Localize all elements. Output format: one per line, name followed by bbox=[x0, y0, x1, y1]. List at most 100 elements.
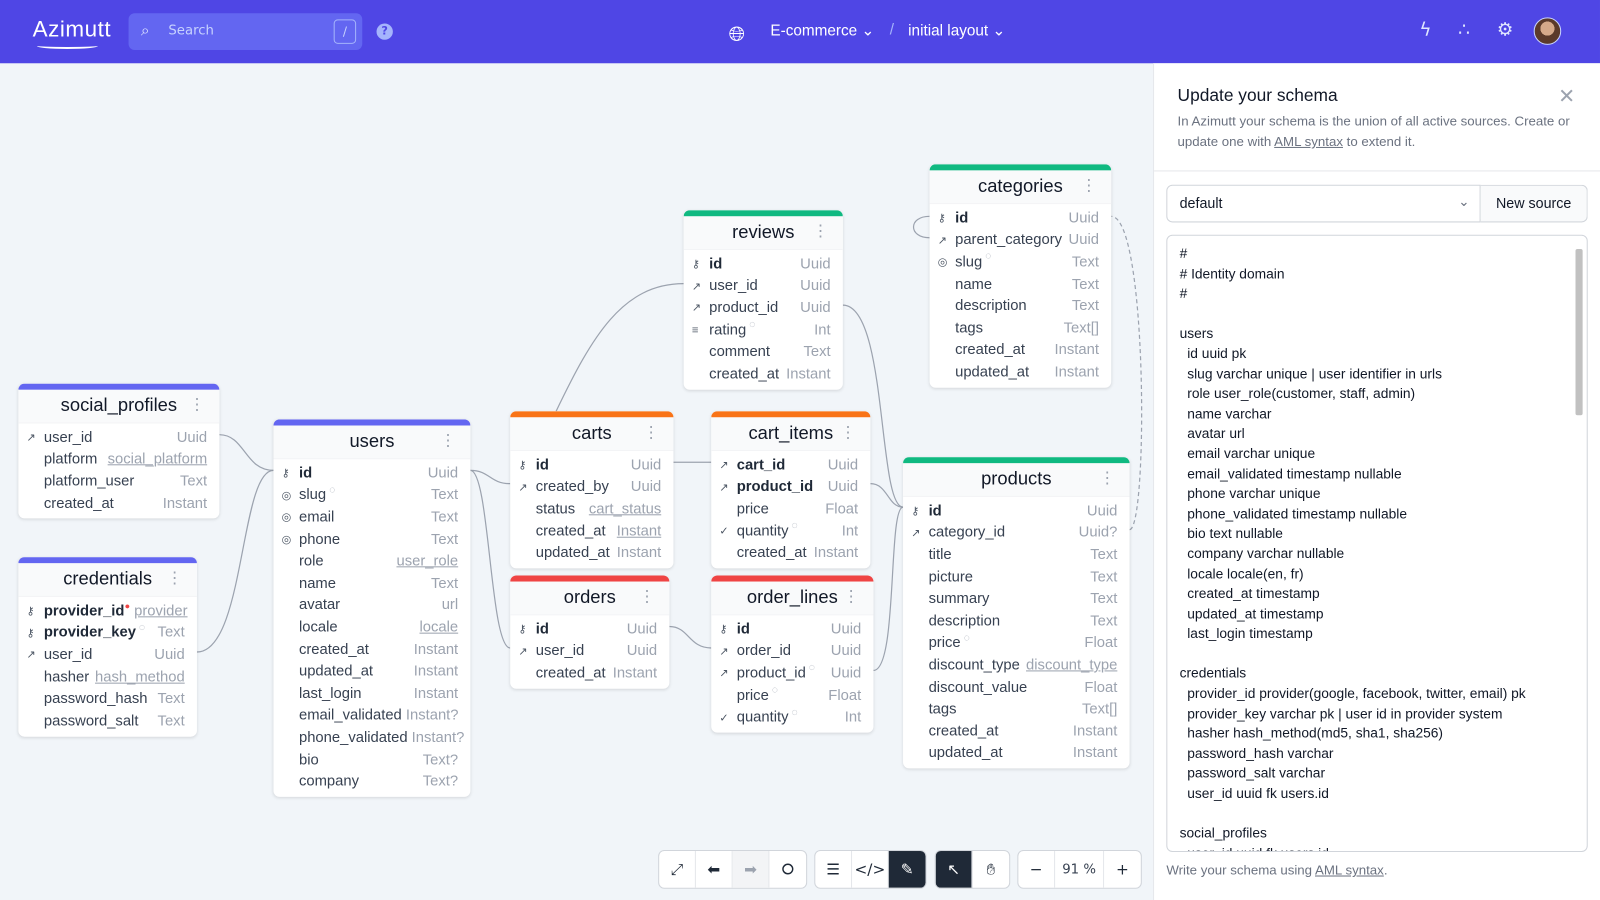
table-header[interactable]: users ⋮ bbox=[273, 425, 471, 460]
column-row[interactable]: created_at Instant bbox=[18, 493, 219, 515]
column-row[interactable]: ⚷ id Uuid bbox=[510, 618, 669, 640]
column-row[interactable]: password_salt Text bbox=[18, 710, 197, 732]
column-row[interactable]: ✓ quantity ◌ Int bbox=[711, 520, 870, 542]
column-row[interactable]: password_hash Text bbox=[18, 688, 197, 710]
column-row[interactable]: comment Text bbox=[684, 341, 843, 363]
column-row[interactable]: price ◌ Float bbox=[903, 632, 1130, 654]
undo-button[interactable]: ⬅︎ bbox=[696, 851, 733, 888]
column-row[interactable]: created_at Instant bbox=[903, 720, 1130, 742]
zoom-in-button[interactable]: + bbox=[1116, 860, 1129, 879]
column-row[interactable]: price ◌ Float bbox=[711, 684, 873, 706]
source-select[interactable]: default ⌄ bbox=[1166, 184, 1481, 223]
column-row[interactable]: ⚷ provider_key ◌ Text bbox=[18, 622, 197, 644]
column-type[interactable]: discount_type bbox=[1026, 657, 1118, 674]
column-row[interactable]: summary Text bbox=[903, 588, 1130, 610]
table-order-lines[interactable]: order_lines ⋮ ⚷ id Uuid ↗ order_id Uuid ↗… bbox=[711, 575, 874, 733]
edit-schema-button[interactable]: ✎ bbox=[888, 851, 926, 888]
column-row[interactable]: ↗ category_id Uuid? bbox=[903, 522, 1130, 544]
column-row[interactable]: ✓ quantity ◌ Int bbox=[711, 706, 873, 728]
column-row[interactable]: updated_at Instant bbox=[273, 661, 470, 683]
column-row[interactable]: ≡ rating ◌ Int bbox=[684, 319, 843, 341]
column-row[interactable]: tags Text[] bbox=[930, 317, 1112, 339]
select-mode-button[interactable]: ↖ bbox=[935, 851, 973, 888]
column-row[interactable]: created_at Instant bbox=[684, 363, 843, 385]
column-row[interactable]: created_at Instant bbox=[273, 639, 470, 661]
column-row[interactable]: discount_type discount_type bbox=[903, 654, 1130, 676]
column-row[interactable]: ↗ user_id Uuid bbox=[510, 640, 669, 662]
column-row[interactable]: ↗ product_id Uuid bbox=[711, 476, 870, 498]
table-menu-icon[interactable]: ⋮ bbox=[1098, 470, 1116, 488]
column-row[interactable]: ↗ product_id Uuid bbox=[684, 297, 843, 319]
table-menu-icon[interactable]: ⋮ bbox=[439, 432, 457, 450]
column-row[interactable]: ↗ parent_category Uuid bbox=[930, 229, 1112, 251]
column-row[interactable]: description Text bbox=[930, 295, 1112, 317]
table-header[interactable]: categories ⋮ bbox=[929, 170, 1112, 205]
hand-mode-button[interactable]: ✋︎ bbox=[986, 860, 996, 879]
share-icon[interactable]: ∴ bbox=[1458, 19, 1470, 41]
table-header[interactable]: order_lines ⋮ bbox=[711, 581, 874, 616]
logo[interactable]: Azimutt bbox=[32, 16, 112, 42]
column-type[interactable]: user_role bbox=[396, 553, 459, 570]
table-header[interactable]: reviews ⋮ bbox=[683, 216, 843, 250]
column-row[interactable]: tags Text[] bbox=[903, 698, 1130, 720]
fit-to-screen-button[interactable]: ⤢ bbox=[659, 851, 696, 888]
column-row[interactable]: role user_role bbox=[273, 550, 470, 572]
column-row[interactable]: status cart_status bbox=[510, 498, 673, 520]
zoom-out-button[interactable]: − bbox=[1018, 851, 1056, 888]
column-row[interactable]: bio Text? bbox=[273, 749, 470, 771]
column-row[interactable]: price Float bbox=[711, 498, 870, 520]
table-menu-icon[interactable]: ⋮ bbox=[842, 588, 860, 607]
column-row[interactable]: name Text bbox=[930, 273, 1112, 295]
editor-scrollbar[interactable] bbox=[1573, 239, 1583, 851]
layout-dropdown[interactable]: initial layout ⌄ bbox=[908, 22, 1006, 40]
table-menu-icon[interactable]: ⋮ bbox=[638, 588, 656, 607]
column-row[interactable]: avatar url bbox=[273, 594, 470, 616]
column-type[interactable]: social_platform bbox=[107, 451, 208, 468]
table-header[interactable]: products ⋮ bbox=[903, 463, 1130, 497]
project-dropdown[interactable]: E-commerce ⌄ bbox=[770, 22, 875, 40]
column-row[interactable]: locale locale bbox=[273, 616, 470, 638]
column-row[interactable]: title Text bbox=[903, 544, 1130, 566]
column-row[interactable]: hasher hash_method bbox=[18, 666, 197, 688]
column-type[interactable]: cart_status bbox=[588, 501, 662, 518]
column-row[interactable]: ⚷ id Uuid bbox=[684, 253, 843, 275]
column-row[interactable]: created_at Instant bbox=[930, 339, 1112, 361]
gear-icon[interactable]: ⚙ bbox=[1496, 19, 1514, 41]
column-type[interactable]: provider bbox=[134, 602, 188, 620]
help-icon[interactable]: ? bbox=[376, 23, 393, 40]
column-row[interactable]: updated_at Instant bbox=[510, 542, 673, 564]
table-header[interactable]: carts ⋮ bbox=[510, 417, 674, 452]
search-input[interactable]: ⌕ Search / bbox=[128, 13, 363, 50]
redo-button[interactable]: ➡︎ bbox=[732, 851, 770, 888]
column-row[interactable]: picture Text bbox=[903, 566, 1130, 588]
column-row[interactable]: created_at Instant bbox=[711, 542, 870, 564]
aml-syntax-footer-link[interactable]: AML syntax bbox=[1315, 862, 1384, 878]
arrange-layout-button[interactable]: ⭘ bbox=[781, 860, 794, 879]
table-list-button[interactable]: ☰ bbox=[815, 851, 853, 888]
table-products[interactable]: products ⋮ ⚷ id Uuid ↗ category_id Uuid? … bbox=[903, 457, 1130, 769]
column-row[interactable]: ◎ phone Text bbox=[273, 528, 470, 550]
lightning-icon[interactable]: ϟ bbox=[1419, 19, 1432, 41]
column-row[interactable]: ↗ user_id Uuid bbox=[684, 275, 843, 297]
table-users[interactable]: users ⋮ ⚷ id Uuid ◎ slug ◌ Text ◎ email T… bbox=[273, 419, 471, 797]
table-menu-icon[interactable]: ⋮ bbox=[1080, 177, 1097, 195]
table-carts[interactable]: carts ⋮ ⚷ id Uuid ↗ created_by Uuid statu… bbox=[510, 411, 674, 569]
avatar[interactable] bbox=[1533, 17, 1562, 45]
table-menu-icon[interactable]: ⋮ bbox=[166, 570, 183, 588]
column-row[interactable]: company Text? bbox=[273, 771, 470, 793]
column-row[interactable]: platform_user Text bbox=[18, 471, 219, 493]
column-type[interactable]: hash_method bbox=[95, 668, 185, 686]
table-header[interactable]: credentials ⋮ bbox=[18, 563, 197, 597]
column-type[interactable]: Instant bbox=[616, 523, 662, 540]
column-type[interactable]: locale bbox=[419, 619, 459, 636]
table-categories[interactable]: categories ⋮ ⚷ id Uuid ↗ parent_category … bbox=[929, 164, 1112, 388]
column-row[interactable]: discount_value Float bbox=[903, 676, 1130, 698]
new-source-button[interactable]: New source bbox=[1480, 184, 1588, 223]
table-orders[interactable]: orders ⋮ ⚷ id Uuid ↗ user_id Uuid created… bbox=[510, 575, 670, 689]
column-row[interactable]: updated_at Instant bbox=[903, 742, 1130, 764]
column-row[interactable]: ⚷ id Uuid bbox=[273, 462, 470, 484]
column-row[interactable]: ◎ email Text bbox=[273, 506, 470, 528]
column-row[interactable]: platform social_platform bbox=[18, 449, 219, 471]
globe-icon[interactable]: 🌐︎ bbox=[728, 21, 745, 46]
close-icon[interactable]: ✕ bbox=[1558, 83, 1576, 109]
